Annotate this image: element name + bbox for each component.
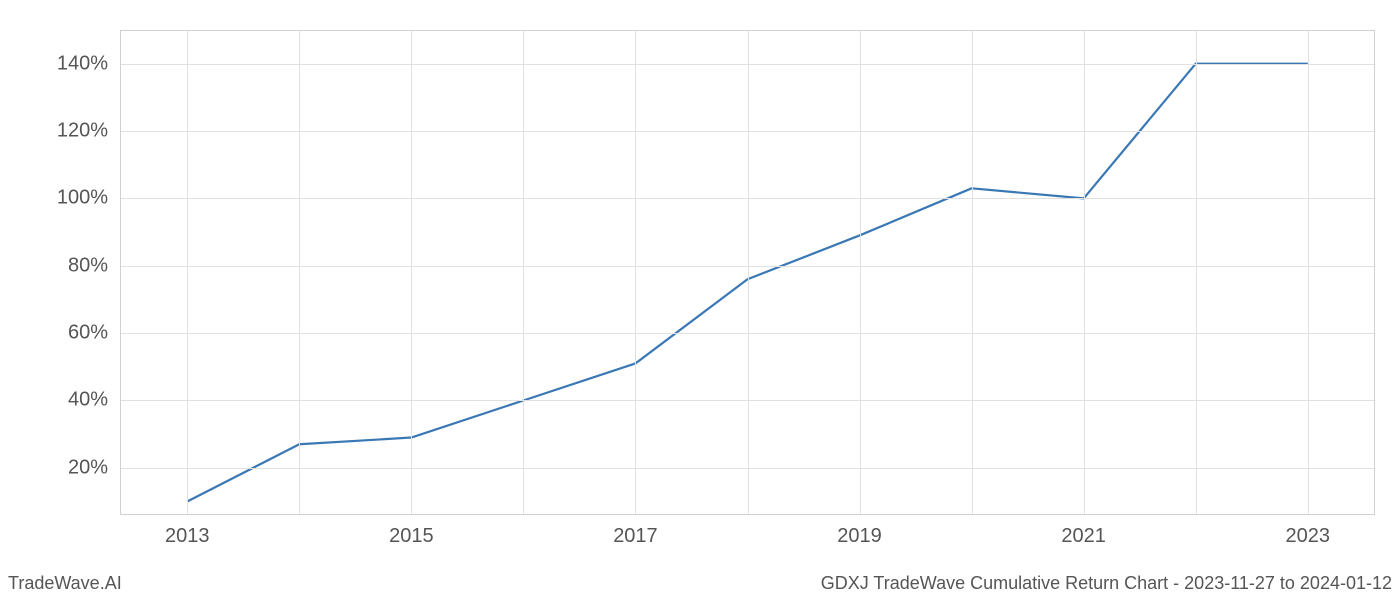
x-tick-label: 2015	[389, 525, 434, 548]
grid-line-vertical	[972, 30, 973, 515]
y-tick-label: 80%	[68, 254, 108, 277]
grid-line-vertical	[635, 30, 636, 515]
grid-line-vertical	[748, 30, 749, 515]
grid-line-horizontal	[120, 266, 1375, 267]
plot-border-right	[1374, 30, 1375, 515]
grid-line-vertical	[1308, 30, 1309, 515]
plot-border-left	[120, 30, 121, 515]
y-tick-label: 60%	[68, 322, 108, 345]
grid-line-horizontal	[120, 64, 1375, 65]
y-tick-label: 120%	[57, 120, 108, 143]
x-tick-label: 2013	[165, 525, 210, 548]
grid-line-horizontal	[120, 131, 1375, 132]
grid-line-horizontal	[120, 198, 1375, 199]
grid-line-vertical	[1196, 30, 1197, 515]
plot-border-bottom	[120, 514, 1375, 515]
y-tick-label: 40%	[68, 389, 108, 412]
plot-area	[120, 30, 1375, 515]
y-tick-label: 20%	[68, 456, 108, 479]
grid-line-horizontal	[120, 468, 1375, 469]
plot-border-top	[120, 30, 1375, 31]
x-tick-label: 2019	[837, 525, 882, 548]
x-tick-label: 2021	[1061, 525, 1106, 548]
footer-right-text: GDXJ TradeWave Cumulative Return Chart -…	[821, 573, 1392, 594]
grid-line-vertical	[860, 30, 861, 515]
chart-container: TradeWave.AI GDXJ TradeWave Cumulative R…	[0, 0, 1400, 600]
grid-line-vertical	[1084, 30, 1085, 515]
x-tick-label: 2017	[613, 525, 658, 548]
grid-line-vertical	[187, 30, 188, 515]
grid-line-vertical	[299, 30, 300, 515]
grid-line-horizontal	[120, 400, 1375, 401]
grid-line-vertical	[411, 30, 412, 515]
x-tick-label: 2023	[1286, 525, 1331, 548]
footer-left-text: TradeWave.AI	[8, 573, 122, 594]
y-tick-label: 140%	[57, 52, 108, 75]
grid-line-vertical	[523, 30, 524, 515]
grid-line-horizontal	[120, 333, 1375, 334]
y-tick-label: 100%	[57, 187, 108, 210]
